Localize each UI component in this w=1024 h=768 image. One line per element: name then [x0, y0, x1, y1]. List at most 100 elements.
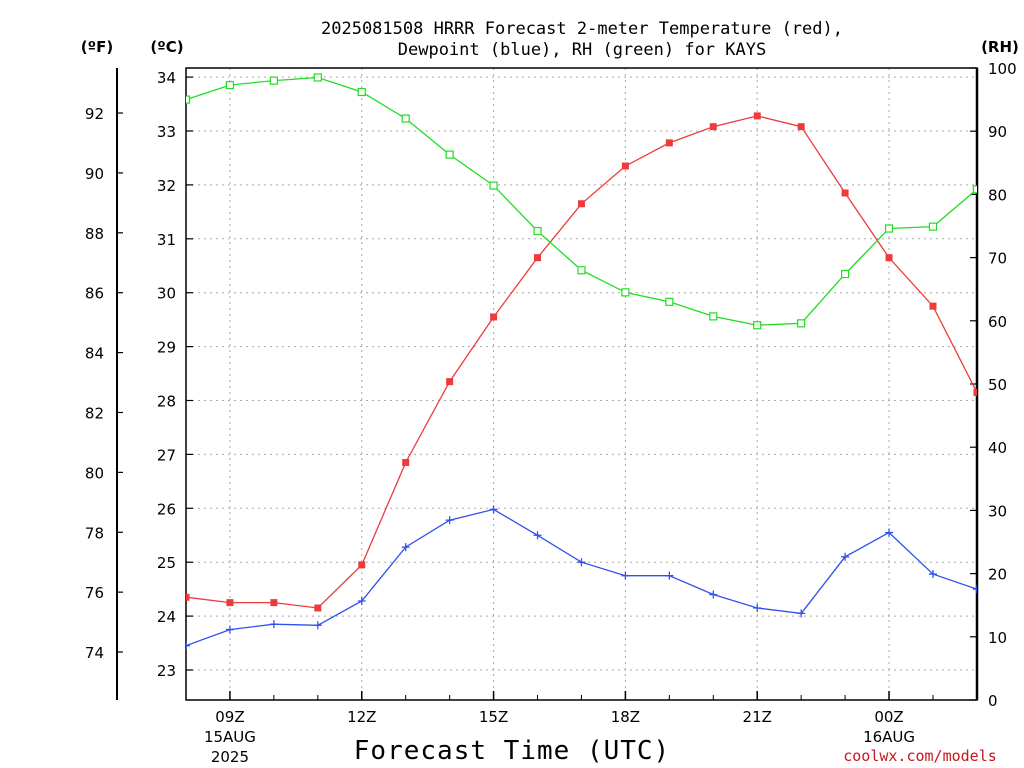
rh-tick-label: 50: [988, 376, 1007, 394]
temperature-point: [226, 599, 234, 607]
dewpoint-point: [753, 604, 762, 613]
temperature-point: [358, 561, 366, 569]
rh-tick-label: 70: [988, 250, 1007, 268]
rh-point: [269, 76, 278, 85]
rh-point: [357, 87, 366, 97]
dewpoint-point: [709, 590, 718, 599]
celsius-tick-label: 29: [157, 339, 176, 357]
dewpoint-point: [269, 620, 278, 629]
rh-point: [840, 269, 850, 279]
x-tick-year-label: 2025: [211, 748, 249, 766]
chart-title: 2025081508 HRRR Forecast 2-meter Tempera…: [321, 19, 843, 39]
fahrenheit-tick-label: 78: [85, 524, 104, 542]
temperature-point: [621, 162, 629, 170]
rh-point: [225, 80, 235, 90]
rh-tick-label: 10: [988, 629, 1007, 647]
dewpoint-point: [885, 528, 894, 537]
dewpoint-point: [797, 609, 806, 618]
x-tick-date-label: 16AUG: [863, 728, 915, 746]
x-tick-label: 15Z: [479, 708, 508, 726]
rh-point: [401, 114, 410, 123]
x-tick-label: 12Z: [347, 708, 376, 726]
celsius-tick-label: 31: [157, 231, 176, 249]
x-tick-date-label: 15AUG: [204, 728, 256, 746]
rh-tick-label: 30: [988, 502, 1007, 520]
x-tick-label: 21Z: [743, 708, 772, 726]
dewpoint-point: [225, 625, 234, 634]
fahrenheit-unit-label: (ºF): [81, 38, 113, 56]
dewpoint-line: [186, 508, 977, 647]
rh-tick-label: 20: [988, 566, 1007, 584]
dewpoint-point: [186, 641, 190, 650]
fahrenheit-tick-label: 88: [85, 225, 104, 243]
credit-label: coolwx.com/models: [843, 747, 997, 765]
fahrenheit-tick-label: 84: [85, 345, 104, 363]
celsius-unit-label: (ºC): [150, 38, 183, 56]
temperature-point: [490, 313, 498, 321]
rh-unit-label: (RH): [981, 38, 1019, 56]
rh-tick-label: 0: [988, 692, 998, 710]
series-dewpoint: [186, 505, 977, 650]
dewpoint-point: [533, 531, 542, 540]
x-tick-label: 18Z: [611, 708, 640, 726]
fahrenheit-tick-label: 92: [85, 105, 104, 123]
celsius-tick-label: 33: [157, 123, 176, 141]
temperature-point: [885, 254, 893, 262]
fahrenheit-tick-label: 76: [85, 584, 104, 602]
dewpoint-point: [972, 585, 977, 594]
rh-point: [753, 321, 762, 330]
fahrenheit-tick-label: 74: [85, 644, 104, 662]
fahrenheit-tick-label: 82: [85, 404, 104, 422]
fahrenheit-tick-label: 90: [85, 165, 104, 183]
rh-point: [797, 319, 806, 328]
celsius-tick-label: 23: [157, 662, 176, 680]
temperature-point: [665, 139, 673, 147]
dewpoint-point: [621, 571, 630, 580]
dewpoint-point: [445, 516, 454, 525]
celsius-tick-label: 30: [157, 285, 176, 303]
rh-tick-label: 80: [988, 186, 1007, 204]
dewpoint-point: [841, 552, 850, 561]
temperature-point: [402, 458, 410, 466]
rh-point: [928, 222, 938, 231]
fahrenheit-tick-label: 80: [85, 464, 104, 482]
temperature-point: [314, 604, 322, 612]
series-temperature: [186, 112, 977, 612]
dewpoint-point: [489, 505, 498, 514]
x-tick-label: 00Z: [874, 708, 903, 726]
temperature-point: [929, 302, 937, 310]
dewpoint-point: [928, 570, 937, 579]
temperature-point: [973, 388, 977, 396]
chart-subtitle: Dewpoint (blue), RH (green) for KAYS: [398, 40, 766, 60]
temperature-point: [709, 123, 717, 131]
dewpoint-point: [577, 558, 586, 567]
celsius-tick-label: 32: [157, 177, 176, 195]
rh-tick-label: 60: [988, 313, 1007, 331]
gridlines: [186, 68, 977, 700]
rh-point: [186, 95, 191, 104]
temperature-point: [753, 112, 761, 120]
temperature-point: [446, 378, 454, 386]
rh-tick-label: 90: [988, 123, 1007, 141]
fahrenheit-tick-label: 86: [85, 285, 104, 303]
rh-point: [313, 73, 322, 82]
series-rh: [186, 73, 977, 330]
temperature-point: [186, 593, 190, 601]
rh-point: [621, 288, 630, 297]
temperature-point: [534, 254, 542, 262]
rh-tick-label: 100: [988, 60, 1017, 78]
x-tick-label: 09Z: [215, 708, 244, 726]
dewpoint-point: [665, 571, 674, 580]
temperature-point: [841, 189, 849, 197]
dewpoint-point: [401, 543, 410, 552]
rh-point: [445, 150, 454, 159]
rh-point: [972, 185, 977, 194]
rh-point: [665, 297, 674, 306]
celsius-tick-label: 28: [157, 393, 176, 411]
celsius-tick-label: 27: [157, 446, 176, 464]
rh-point: [533, 226, 542, 236]
temperature-point: [797, 123, 805, 131]
temperature-point: [270, 599, 278, 607]
rh-point: [489, 181, 498, 190]
